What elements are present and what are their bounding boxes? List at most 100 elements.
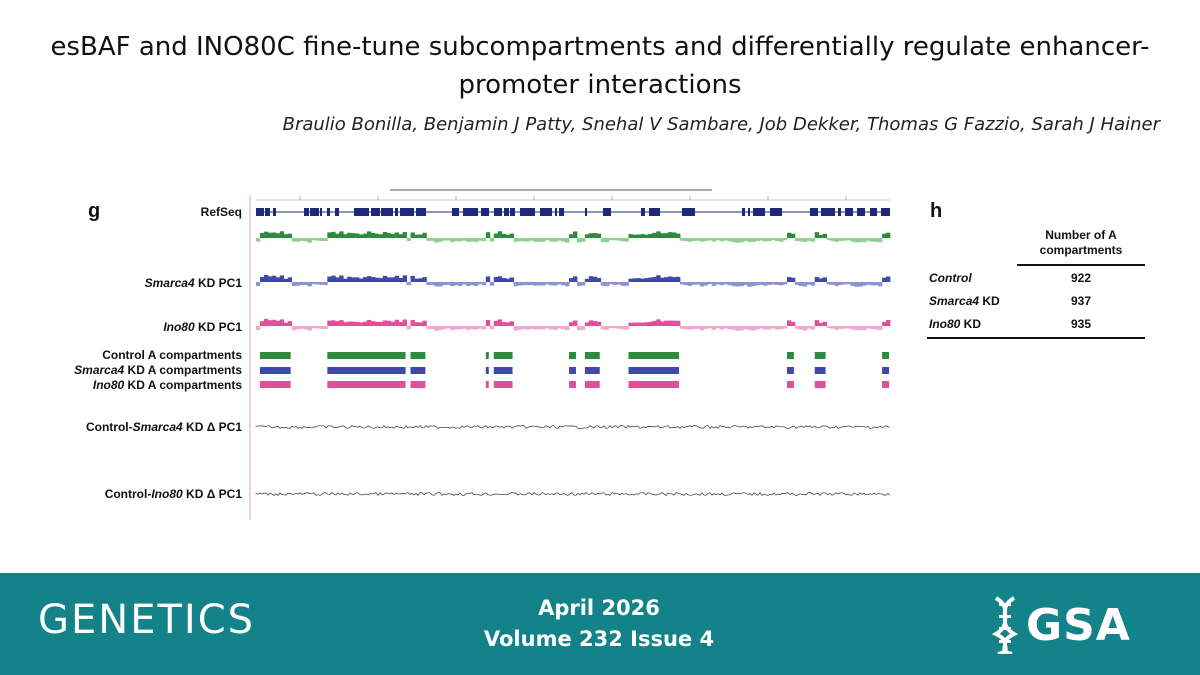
smarca4-a-compartment-block: [814, 367, 826, 374]
smarca4-pc1-bar: [303, 282, 308, 286]
ino80-pc1-bar: [664, 320, 669, 326]
refseq-gene-block: [335, 208, 339, 216]
control-pc1-bar: [497, 231, 503, 238]
control-a-compartment-block: [259, 352, 291, 359]
smarca4-pc1-bar: [454, 282, 459, 286]
table-row: Control 922: [927, 266, 1145, 289]
control-pc1-bar: [458, 238, 463, 242]
control-pc1-bar: [648, 233, 653, 238]
ino80-pc1-bar: [347, 321, 352, 326]
ino80-pc1-bar: [806, 326, 812, 329]
smarca4-pc1-bar: [315, 282, 320, 285]
smarca4-pc1-bar: [283, 278, 289, 282]
ino80-pc1-bar: [394, 319, 400, 326]
ino80-pc1-bar: [351, 321, 356, 326]
control-pc1-bar: [668, 232, 673, 238]
control-pc1-bar: [307, 238, 312, 243]
ino80-pc1-bar: [854, 326, 859, 331]
ino80-a-compartment-block: [814, 381, 826, 388]
ino80-pc1-bar: [743, 326, 748, 330]
smarca4-pc1-bar: [723, 282, 728, 285]
ino80-pc1-bar: [537, 326, 542, 330]
control-pc1-bar: [418, 234, 423, 238]
gene-name: Smarca4: [132, 420, 183, 434]
smarca4-pc1-bar: [545, 282, 550, 285]
control-pc1-bar: [818, 234, 824, 238]
ino80-pc1-bar: [759, 326, 764, 329]
control-a-compartment-block: [327, 352, 406, 359]
ino80-pc1-bar: [687, 326, 693, 330]
smarca4-pc1-bar: [402, 275, 407, 282]
control-pc1-bar: [596, 233, 602, 238]
control-pc1-bar: [446, 238, 451, 241]
control-pc1-bar: [691, 238, 697, 241]
refseq-gene-block: [265, 208, 270, 216]
control-pc1-bar: [477, 238, 483, 241]
control-pc1-bar: [783, 238, 788, 241]
control-pc1-bar: [521, 238, 526, 242]
smarca4-pc1-bar: [481, 282, 487, 286]
smarca4-pc1-bar: [256, 282, 261, 287]
ino80-pc1-bar: [402, 319, 407, 326]
control-pc1-bar: [279, 231, 285, 238]
paper-title: esBAF and INO80C fine-tune subcompartmen…: [0, 28, 1200, 104]
smarca4-pc1-bar: [719, 282, 724, 286]
ino80-pc1-bar: [604, 326, 610, 330]
control-pc1-bar: [775, 238, 780, 242]
smarca4-pc1-bar: [497, 276, 503, 282]
smarca4-pc1-bar: [584, 278, 590, 282]
control-pc1-bar: [767, 238, 772, 242]
control-a-compartment-block: [569, 352, 576, 359]
control-pc1-bar: [473, 238, 479, 242]
ino80-pc1-bar: [561, 326, 566, 330]
control-pc1-bar: [656, 231, 661, 238]
ino80-pc1-bar: [644, 322, 649, 326]
control-pc1-bar: [569, 234, 574, 238]
control-pc1-bar: [529, 238, 534, 241]
smarca4-pc1-bar: [644, 278, 649, 282]
smarca4-pc1-bar: [319, 282, 324, 285]
smarca4-pc1-bar: [668, 276, 673, 282]
ino80-pc1-bar: [573, 320, 578, 326]
control-pc1-bar: [672, 232, 677, 238]
ino80-pc1-bar: [656, 319, 661, 326]
refseq-gene-block: [400, 208, 414, 216]
refseq-gene-block: [870, 208, 877, 216]
ino80-pc1-bar: [386, 320, 392, 326]
control-pc1-bar: [771, 238, 776, 241]
control-pc1-bar: [743, 238, 748, 241]
smarca4-pc1-bar: [430, 282, 435, 285]
ino80-pc1-bar: [810, 326, 816, 330]
refseq-gene-block: [463, 208, 478, 216]
smarca4-pc1-bar: [327, 276, 332, 282]
refseq-gene-block: [748, 208, 750, 216]
smarca4-pc1-bar: [886, 276, 891, 282]
ino80-pc1-bar: [557, 326, 562, 329]
ino80-pc1-bar: [767, 326, 772, 330]
ino80-pc1-bar: [339, 320, 344, 326]
smarca4-pc1-bar: [311, 282, 316, 285]
smarca4-pc1-bar: [410, 275, 415, 282]
control-pc1-bar: [485, 232, 491, 238]
smarca4-pc1-bar: [263, 274, 269, 282]
row-label: Control: [929, 271, 972, 285]
smarca4-pc1-bar: [549, 282, 554, 286]
smarca4-pc1-bar: [355, 277, 360, 282]
refseq-gene-block: [354, 208, 369, 216]
smarca4-pc1-bar: [818, 278, 824, 282]
ino80-pc1-bar: [683, 326, 689, 330]
smarca4-pc1-bar: [679, 282, 685, 285]
dna-helix-icon: [991, 596, 1019, 654]
smarca4-pc1-bar: [576, 282, 582, 286]
smarca4-pc1-bar: [473, 282, 479, 286]
row-label: Ino80 KD: [929, 317, 982, 331]
control-pc1-bar: [612, 238, 617, 241]
control-pc1-bar: [640, 234, 645, 238]
control-pc1-bar: [624, 238, 629, 242]
smarca4-pc1-bar: [351, 277, 356, 282]
smarca4-pc1-bar: [771, 282, 776, 285]
smarca4-pc1-bar: [493, 277, 499, 282]
ino80-a-compartment-block: [485, 381, 489, 388]
row-value: 922: [1070, 271, 1092, 285]
ino80-a-compartment-block: [628, 381, 679, 388]
